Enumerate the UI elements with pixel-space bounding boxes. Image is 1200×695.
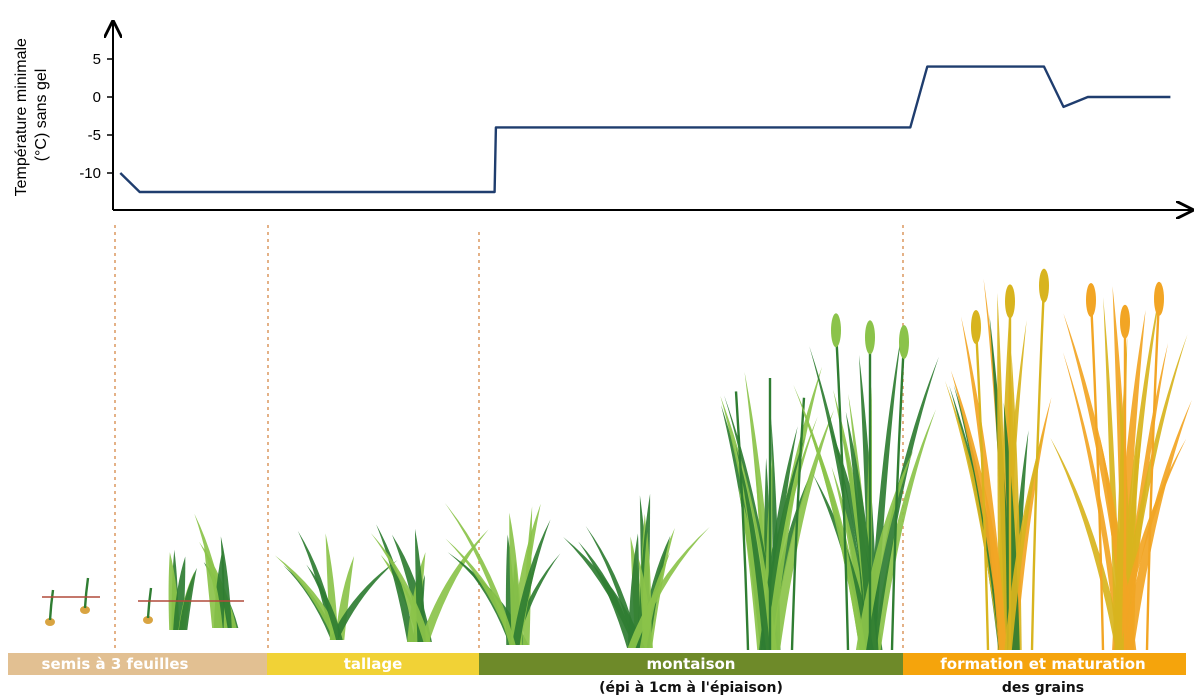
plant-7-leaf-8 — [867, 356, 939, 650]
plant-9-leaf-14 — [1112, 438, 1187, 650]
plant-0-leaf-4 — [178, 567, 197, 630]
plant-9-stem-0 — [1089, 299, 1105, 651]
plant-7-leaf-13 — [793, 384, 867, 650]
plant-7-leaf-5 — [872, 409, 936, 650]
plant-8-leaf-11 — [1007, 397, 1052, 650]
stage-label-semis: semis à 3 feuilles — [42, 655, 189, 673]
plant-5-leaf-0 — [578, 541, 637, 648]
plant-5-leaf-10 — [563, 537, 645, 648]
plant-1-leaf-5 — [204, 546, 223, 628]
stage-band-semis — [8, 653, 267, 675]
plant-6-leaf-11 — [762, 366, 823, 650]
plant-8-ear-0 — [971, 309, 981, 344]
seed-1-shoot — [48, 589, 55, 621]
plant-2-leaf-1 — [335, 555, 355, 640]
y-tick-labels: 5 0 -5 -10 — [79, 51, 113, 182]
plant-6-stem-2 — [790, 397, 806, 651]
plant-9-leaf-8 — [1062, 352, 1124, 650]
plant-5-leaf-12 — [585, 525, 640, 648]
plant-7-ear-0 — [831, 313, 841, 348]
seed-2-shoot — [83, 577, 90, 609]
y-tick-label-0: 5 — [93, 51, 101, 68]
plant-9-ear-2 — [1154, 281, 1164, 316]
plant-3-leaf-1 — [419, 529, 489, 642]
temperature-series-line — [119, 65, 1171, 194]
plant-9-leaf-10 — [1124, 399, 1192, 650]
plant-7-stem-0 — [834, 330, 850, 651]
plant-9-ear-1 — [1120, 304, 1130, 339]
plant-7-ear-2 — [899, 324, 909, 359]
stage-sublabel-montaison: (épi à 1cm à l'épiaison) — [599, 680, 783, 695]
plant-8-stem-0 — [974, 326, 990, 651]
y-axis-title: Température minimale (°C) sans gel — [13, 34, 50, 197]
stage-label-montaison: montaison — [647, 655, 736, 673]
stage-label-formation: formation et maturation — [940, 655, 1145, 673]
stage-bar: semis à 3 feuilles tallage montaison for… — [8, 653, 1186, 695]
plant-2-leaf-3 — [274, 555, 343, 640]
plant-8-ear-1 — [1005, 284, 1015, 319]
plant-8-leaf-6 — [944, 380, 1006, 650]
plant-9-leaf-13 — [1050, 437, 1124, 650]
seed-3-grain — [143, 616, 153, 624]
plant-7-stem-2 — [890, 341, 906, 651]
plant-6-leaf-15 — [770, 409, 835, 650]
plant-4-leaf-5 — [445, 538, 519, 645]
y-tick-label-3: -10 — [79, 165, 101, 182]
plant-3-leaf-7 — [370, 533, 431, 642]
seed-1-grain — [45, 618, 55, 626]
plant-2-leaf-5 — [325, 533, 339, 640]
plant-3-leaf-4 — [376, 524, 416, 642]
plant-2-leaf-6 — [306, 564, 343, 640]
plant-2-leaf-2 — [283, 565, 338, 640]
y-tick-label-2: -5 — [88, 127, 101, 144]
plant-4-leaf-10 — [511, 519, 551, 645]
plant-5-leaf-13 — [627, 526, 710, 648]
plant-2-leaf-4 — [329, 559, 398, 640]
plant-6-leaf-14 — [735, 444, 771, 650]
plant-8-stem-2 — [1030, 285, 1046, 651]
y-axis-title-line2: (°C) sans gel — [33, 69, 50, 162]
wheat-plants-illustration — [45, 268, 1192, 651]
soil-lines — [42, 596, 244, 602]
plant-7-ear-1 — [865, 320, 875, 355]
plant-9-stem-2 — [1145, 298, 1161, 651]
stage-band-montaison — [479, 653, 903, 675]
plant-9-ear-0 — [1086, 282, 1096, 317]
y-axis-title-line1: Température minimale — [13, 38, 30, 196]
plant-4-leaf-2 — [459, 559, 516, 645]
stage-label-tallage: tallage — [344, 655, 403, 673]
stage-band-tallage — [267, 653, 479, 675]
seed-2-grain — [80, 606, 90, 614]
plant-8-ear-2 — [1039, 268, 1049, 303]
y-tick-label-1: 0 — [93, 89, 101, 106]
stage-band-formation — [903, 653, 1186, 675]
seed-3-shoot — [146, 587, 153, 619]
plant-4-leaf-11 — [444, 503, 516, 645]
plant-6-stem-0 — [734, 391, 750, 651]
plant-8-leaf-15 — [1004, 429, 1045, 650]
plant-8-leaf-12 — [997, 292, 1008, 650]
stage-sublabel-formation: des grains — [1002, 680, 1084, 695]
